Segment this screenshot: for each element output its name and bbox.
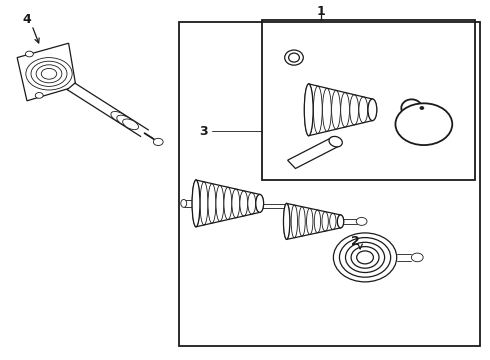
Ellipse shape xyxy=(340,238,391,277)
Text: 2: 2 xyxy=(351,235,360,248)
Ellipse shape xyxy=(368,99,377,121)
Text: 4: 4 xyxy=(23,13,31,26)
Ellipse shape xyxy=(111,112,127,122)
Circle shape xyxy=(356,217,367,225)
Ellipse shape xyxy=(248,193,256,214)
Ellipse shape xyxy=(357,251,373,264)
Ellipse shape xyxy=(291,205,297,238)
Polygon shape xyxy=(67,83,148,136)
Circle shape xyxy=(395,103,452,145)
Ellipse shape xyxy=(332,90,341,129)
Ellipse shape xyxy=(322,88,331,131)
Ellipse shape xyxy=(224,187,232,220)
Ellipse shape xyxy=(285,50,303,65)
Polygon shape xyxy=(288,138,340,168)
Bar xyxy=(179,22,480,346)
Ellipse shape xyxy=(283,203,290,239)
Ellipse shape xyxy=(359,97,368,123)
Ellipse shape xyxy=(36,65,62,83)
Text: 1: 1 xyxy=(317,5,325,18)
Ellipse shape xyxy=(333,233,397,282)
Circle shape xyxy=(153,138,163,145)
Ellipse shape xyxy=(307,208,313,234)
Ellipse shape xyxy=(289,53,299,62)
Ellipse shape xyxy=(256,194,264,212)
Ellipse shape xyxy=(26,58,72,90)
Ellipse shape xyxy=(345,242,385,273)
Ellipse shape xyxy=(192,180,200,227)
Circle shape xyxy=(35,93,43,98)
Ellipse shape xyxy=(314,210,320,233)
Bar xyxy=(262,20,475,180)
Ellipse shape xyxy=(283,203,290,239)
Ellipse shape xyxy=(299,207,305,236)
Ellipse shape xyxy=(256,194,264,212)
Circle shape xyxy=(25,51,33,57)
Ellipse shape xyxy=(216,185,224,221)
Ellipse shape xyxy=(304,84,313,136)
Ellipse shape xyxy=(351,247,379,268)
Ellipse shape xyxy=(337,215,344,228)
Ellipse shape xyxy=(200,182,208,225)
Ellipse shape xyxy=(240,191,248,216)
Ellipse shape xyxy=(232,189,240,218)
Circle shape xyxy=(412,253,423,262)
Text: 3: 3 xyxy=(199,125,208,138)
Ellipse shape xyxy=(368,99,377,121)
Ellipse shape xyxy=(304,84,313,136)
Ellipse shape xyxy=(117,115,133,126)
Circle shape xyxy=(420,107,424,109)
Ellipse shape xyxy=(314,86,322,134)
Ellipse shape xyxy=(350,95,359,125)
Ellipse shape xyxy=(341,93,349,127)
Ellipse shape xyxy=(41,68,57,79)
Ellipse shape xyxy=(322,212,328,231)
Ellipse shape xyxy=(122,119,139,130)
Ellipse shape xyxy=(208,184,216,223)
Ellipse shape xyxy=(31,61,67,86)
Ellipse shape xyxy=(329,136,343,147)
Ellipse shape xyxy=(181,199,187,207)
Ellipse shape xyxy=(337,215,344,228)
Ellipse shape xyxy=(330,213,336,230)
Polygon shape xyxy=(17,43,76,101)
Ellipse shape xyxy=(192,180,200,227)
